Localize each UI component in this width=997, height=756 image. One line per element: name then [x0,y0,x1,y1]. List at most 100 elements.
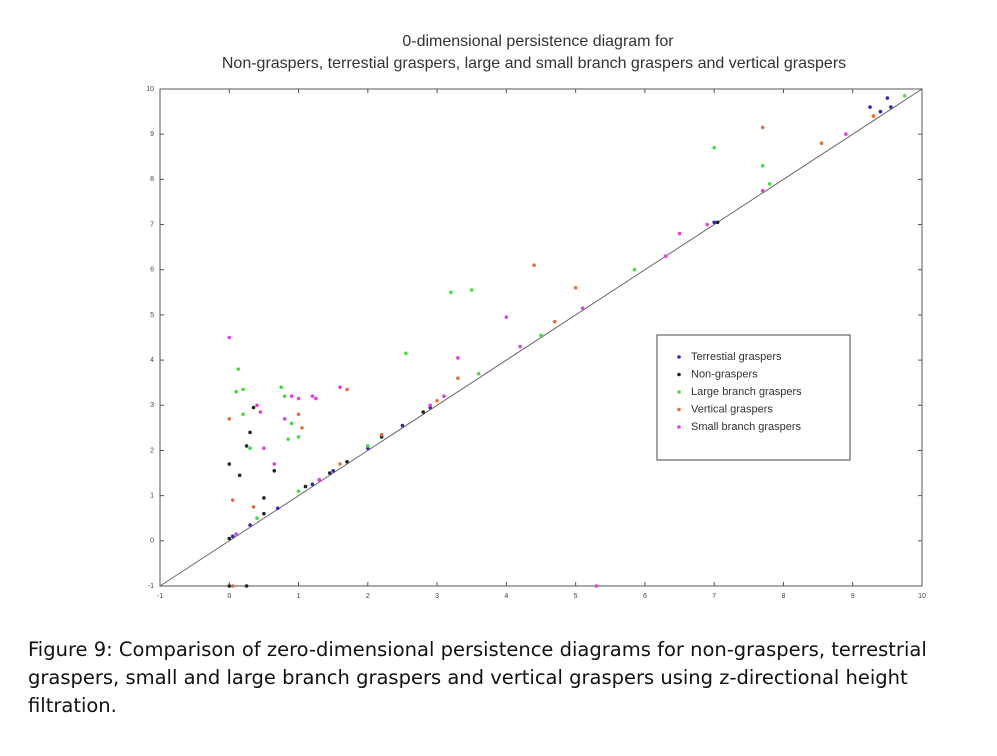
point [338,462,342,466]
point [230,498,235,502]
point [272,462,277,466]
legend-box [656,334,851,461]
point [632,267,637,272]
point [289,421,294,426]
point [282,394,287,399]
point [435,398,439,403]
point [248,430,252,435]
chart: 0-dimensional persistence diagram for No… [146,33,926,600]
point [476,371,481,376]
point [310,482,315,487]
x-tick-label: 9 [851,593,855,600]
point [227,335,232,340]
point [760,188,765,193]
point [449,290,453,295]
x-tick-label: 10 [918,593,926,600]
x-tick-label: 1 [297,593,301,600]
legend-label: Small branch graspers [691,421,802,433]
point [234,532,238,536]
x-tick-label: 7 [712,593,716,600]
point [300,426,304,430]
point [767,182,772,186]
point [400,423,405,428]
point [553,319,557,324]
point [844,132,848,136]
legend-marker [677,372,681,377]
legend-marker [677,407,681,412]
y-tick-label: 10 [146,86,154,93]
point [504,315,509,319]
x-tick-label: 3 [435,593,439,600]
y-tick-label: 1 [150,492,154,499]
legend-marker [677,425,681,429]
chart-title: 0-dimensional persistence diagram for [402,33,674,50]
point [331,468,335,473]
point [314,396,318,401]
point [573,286,578,290]
point [878,109,883,114]
point [262,496,266,500]
chart-title: Non-graspers, terrestial graspers, large… [222,55,846,72]
x-tick-label: 0 [227,593,231,600]
point [317,478,322,482]
y-tick-label: 5 [150,312,154,319]
point [712,220,716,225]
legend-label: Terrestial graspers [691,351,782,363]
y-tick-label: 2 [150,447,154,454]
point [715,220,720,225]
figure-caption: Figure 9: Comparison of zero-dimensional… [28,638,927,717]
legend-label: Non-graspers [691,368,758,380]
point [248,446,252,450]
point [518,344,523,349]
point [230,584,235,588]
x-tick-label: 8 [782,593,786,600]
point [404,351,408,356]
diagonal [159,88,923,587]
y-tick-label: 3 [150,402,154,409]
point [262,511,266,516]
point [580,306,585,310]
point [286,437,290,441]
point [272,468,277,473]
point [677,231,682,236]
point [539,333,543,338]
point [469,288,474,292]
point [296,435,301,439]
point [275,506,280,511]
point [255,516,259,521]
plot-frame [159,88,923,587]
x-tick-label: -1 [157,593,163,600]
y-tick-label: 7 [150,221,154,228]
point [345,459,349,464]
point [234,389,238,394]
point [310,394,315,399]
point [532,263,536,268]
point [227,536,232,541]
point [421,410,426,414]
point [379,432,384,437]
point [230,534,235,539]
point [258,410,263,414]
point [366,444,370,448]
point [338,385,342,390]
point [889,105,893,109]
point [282,417,287,421]
y-tick-label: 9 [150,131,154,138]
point [456,376,460,380]
point [296,489,301,493]
legend-marker [677,355,681,359]
point [456,356,460,360]
x-tick-label: 5 [574,593,578,600]
point [237,473,242,478]
y-tick-label: -1 [148,583,154,590]
point [262,446,266,450]
point [303,484,308,489]
point [885,96,890,100]
point [705,222,710,227]
legend-label: Vertical graspers [691,403,773,415]
y-tick-label: 8 [150,176,154,183]
point [244,444,249,448]
y-tick-label: 0 [150,538,154,545]
point [248,523,252,527]
